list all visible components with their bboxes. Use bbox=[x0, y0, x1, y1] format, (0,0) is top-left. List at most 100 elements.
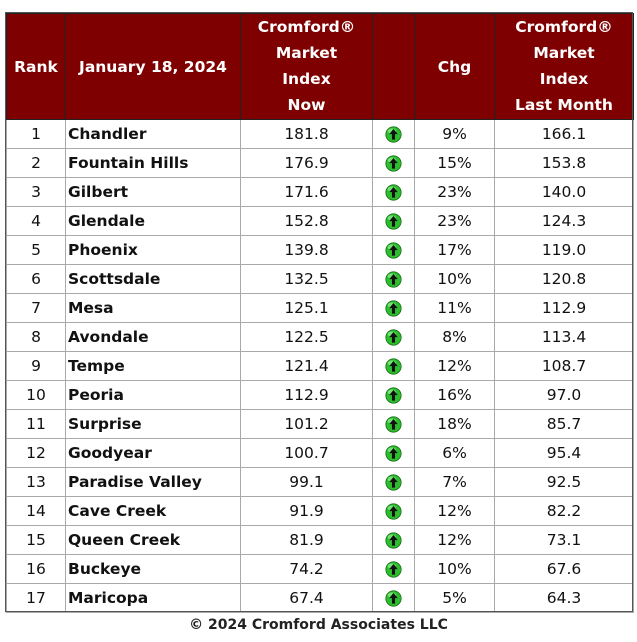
market-index-table: Rank January 18, 2024 Cromford® Market I… bbox=[6, 13, 634, 613]
trend-cell bbox=[372, 467, 415, 497]
index-last-month-cell: 85.7 bbox=[494, 409, 634, 439]
index-last-month-cell: 153.8 bbox=[494, 148, 634, 178]
index-last-month-cell: 95.4 bbox=[494, 438, 634, 468]
rank-cell: 2 bbox=[6, 148, 66, 178]
trend-cell bbox=[372, 148, 415, 178]
green-up-arrow-icon bbox=[385, 590, 402, 607]
index-last-month-cell: 82.2 bbox=[494, 496, 634, 526]
index-last-month-cell: 119.0 bbox=[494, 235, 634, 265]
header-rank: Rank bbox=[6, 13, 66, 120]
header-arrow bbox=[372, 13, 415, 120]
index-last-month-cell: 124.3 bbox=[494, 206, 634, 236]
index-now-cell: 125.1 bbox=[240, 293, 373, 323]
trend-cell bbox=[372, 438, 415, 468]
index-now-cell: 139.8 bbox=[240, 235, 373, 265]
change-cell: 23% bbox=[414, 177, 495, 207]
index-now-cell: 122.5 bbox=[240, 322, 373, 352]
index-now-cell: 101.2 bbox=[240, 409, 373, 439]
header-index-last-line2: Market bbox=[533, 44, 595, 62]
rank-cell: 17 bbox=[6, 583, 66, 613]
table-row: 5 Phoenix 139.8 17% 119.0 bbox=[6, 235, 634, 265]
trend-cell bbox=[372, 351, 415, 381]
change-cell: 12% bbox=[414, 525, 495, 555]
index-now-cell: 121.4 bbox=[240, 351, 373, 381]
header-index-now: Cromford® Market Index Now bbox=[240, 13, 373, 120]
table-row: 13 Paradise Valley 99.1 7% 92.5 bbox=[6, 467, 634, 497]
index-last-month-cell: 64.3 bbox=[494, 583, 634, 613]
index-last-month-cell: 67.6 bbox=[494, 554, 634, 584]
rank-cell: 16 bbox=[6, 554, 66, 584]
table-row: 4 Glendale 152.8 23% 124.3 bbox=[6, 206, 634, 236]
index-last-month-cell: 140.0 bbox=[494, 177, 634, 207]
rank-cell: 1 bbox=[6, 119, 66, 149]
table-row: 12 Goodyear 100.7 6% 95.4 bbox=[6, 438, 634, 468]
header-index-now-line1: Cromford® bbox=[257, 18, 356, 36]
rank-cell: 11 bbox=[6, 409, 66, 439]
city-cell: Cave Creek bbox=[65, 496, 241, 526]
green-up-arrow-icon bbox=[385, 416, 402, 433]
index-last-month-cell: 108.7 bbox=[494, 351, 634, 381]
index-now-cell: 99.1 bbox=[240, 467, 373, 497]
header-index-last-month: Cromford® Market Index Last Month bbox=[494, 13, 634, 120]
change-cell: 10% bbox=[414, 554, 495, 584]
header-chg: Chg bbox=[414, 13, 495, 120]
trend-cell bbox=[372, 206, 415, 236]
table-row: 10 Peoria 112.9 16% 97.0 bbox=[6, 380, 634, 410]
table-row: 7 Mesa 125.1 11% 112.9 bbox=[6, 293, 634, 323]
change-cell: 18% bbox=[414, 409, 495, 439]
change-cell: 12% bbox=[414, 351, 495, 381]
city-cell: Phoenix bbox=[65, 235, 241, 265]
change-cell: 11% bbox=[414, 293, 495, 323]
green-up-arrow-icon bbox=[385, 474, 402, 491]
city-cell: Goodyear bbox=[65, 438, 241, 468]
header-index-last-line4: Last Month bbox=[515, 96, 613, 114]
table-row: 17 Maricopa 67.4 5% 64.3 bbox=[6, 583, 634, 613]
city-cell: Surprise bbox=[65, 409, 241, 439]
table-row: 16 Buckeye 74.2 10% 67.6 bbox=[6, 554, 634, 584]
table-row: 8 Avondale 122.5 8% 113.4 bbox=[6, 322, 634, 352]
index-now-cell: 152.8 bbox=[240, 206, 373, 236]
green-up-arrow-icon bbox=[385, 445, 402, 462]
green-up-arrow-icon bbox=[385, 503, 402, 520]
rank-cell: 4 bbox=[6, 206, 66, 236]
index-now-cell: 100.7 bbox=[240, 438, 373, 468]
table-row: 11 Surprise 101.2 18% 85.7 bbox=[6, 409, 634, 439]
city-cell: Tempe bbox=[65, 351, 241, 381]
rank-cell: 15 bbox=[6, 525, 66, 555]
trend-cell bbox=[372, 177, 415, 207]
table-row: 9 Tempe 121.4 12% 108.7 bbox=[6, 351, 634, 381]
table-row: 1 Chandler 181.8 9% 166.1 bbox=[6, 119, 634, 149]
green-up-arrow-icon bbox=[385, 358, 402, 375]
change-cell: 12% bbox=[414, 496, 495, 526]
change-cell: 9% bbox=[414, 119, 495, 149]
rank-cell: 8 bbox=[6, 322, 66, 352]
green-up-arrow-icon bbox=[385, 126, 402, 143]
change-cell: 5% bbox=[414, 583, 495, 613]
index-now-cell: 112.9 bbox=[240, 380, 373, 410]
city-cell: Gilbert bbox=[65, 177, 241, 207]
table-row: 3 Gilbert 171.6 23% 140.0 bbox=[6, 177, 634, 207]
index-now-cell: 132.5 bbox=[240, 264, 373, 294]
green-up-arrow-icon bbox=[385, 532, 402, 549]
index-last-month-cell: 97.0 bbox=[494, 380, 634, 410]
rank-cell: 6 bbox=[6, 264, 66, 294]
green-up-arrow-icon bbox=[385, 387, 402, 404]
table-row: 14 Cave Creek 91.9 12% 82.2 bbox=[6, 496, 634, 526]
header-index-now-line2: Market bbox=[275, 44, 338, 62]
trend-cell bbox=[372, 119, 415, 149]
header-index-now-line3: Index bbox=[282, 70, 331, 88]
trend-cell bbox=[372, 525, 415, 555]
index-last-month-cell: 113.4 bbox=[494, 322, 634, 352]
index-now-cell: 67.4 bbox=[240, 583, 373, 613]
green-up-arrow-icon bbox=[385, 184, 402, 201]
change-cell: 10% bbox=[414, 264, 495, 294]
header-date: January 18, 2024 bbox=[65, 13, 241, 120]
index-now-cell: 74.2 bbox=[240, 554, 373, 584]
trend-cell bbox=[372, 264, 415, 294]
change-cell: 15% bbox=[414, 148, 495, 178]
city-cell: Paradise Valley bbox=[65, 467, 241, 497]
index-last-month-cell: 120.8 bbox=[494, 264, 634, 294]
city-cell: Queen Creek bbox=[65, 525, 241, 555]
trend-cell bbox=[372, 583, 415, 613]
